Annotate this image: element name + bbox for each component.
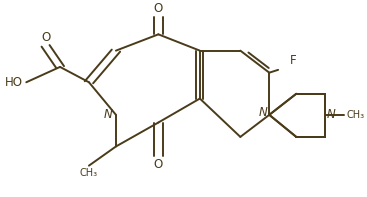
Text: N: N <box>103 108 112 121</box>
Text: CH₃: CH₃ <box>346 110 364 120</box>
Text: O: O <box>154 2 163 15</box>
Text: O: O <box>41 31 50 44</box>
Text: N: N <box>259 106 268 119</box>
Text: F: F <box>290 54 297 67</box>
Text: HO: HO <box>5 76 23 89</box>
Text: N: N <box>327 108 336 121</box>
Text: CH₃: CH₃ <box>80 167 98 177</box>
Text: O: O <box>154 158 163 171</box>
